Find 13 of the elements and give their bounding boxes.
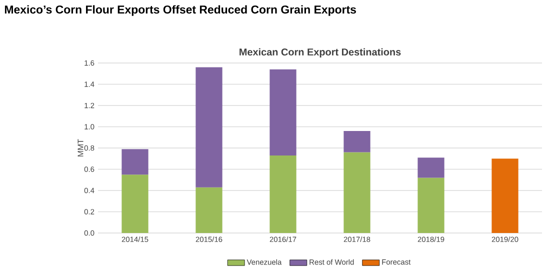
bar bbox=[492, 158, 518, 233]
bar bbox=[196, 67, 222, 188]
bar bbox=[122, 174, 148, 233]
chart-subtitle: Mexican Corn Export Destinations bbox=[240, 48, 401, 58]
bar bbox=[270, 155, 296, 233]
bar bbox=[418, 178, 444, 233]
bar bbox=[270, 69, 296, 156]
bar bbox=[418, 158, 444, 178]
bar bbox=[196, 187, 222, 233]
bar bbox=[122, 149, 148, 175]
bar bbox=[344, 131, 370, 152]
bar bbox=[344, 152, 370, 233]
chart-title: Mexico’s Corn Flour Exports Offset Reduced Corn Grain Exports bbox=[4, 5, 356, 16]
